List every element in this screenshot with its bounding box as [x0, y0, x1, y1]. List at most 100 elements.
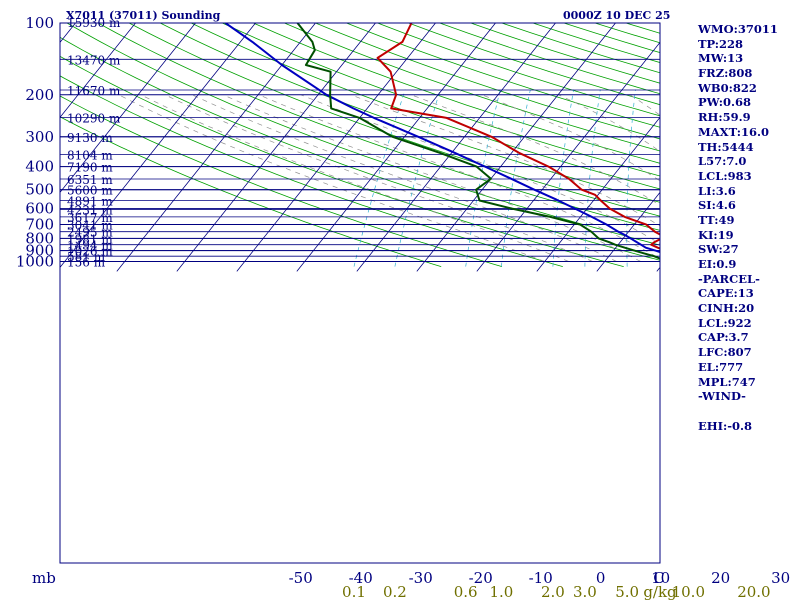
dry-adiabat-line	[60, 95, 503, 267]
index-row	[698, 404, 798, 419]
index-row: EHI:-0.8	[698, 418, 753, 433]
temperature-tick-label: -40	[349, 569, 373, 587]
height-label: 7190 m	[67, 161, 113, 175]
mixing-ratio-line	[353, 89, 406, 267]
height-label: 2495 m	[67, 226, 113, 240]
height-label: 9130 m	[67, 131, 113, 145]
index-row: LCL:983	[698, 168, 752, 183]
mixing-ratio-line	[584, 89, 601, 267]
height-label: 581 m	[67, 250, 106, 264]
height-label: 6351 m	[67, 173, 113, 187]
height-label: 11670 m	[67, 84, 121, 98]
height-label: 15930 m	[67, 16, 121, 30]
index-row: -PARCEL-	[698, 271, 760, 286]
temperature-tick-label: 0	[596, 569, 606, 587]
pressure-tick-label: 400	[25, 158, 54, 176]
temperature-tick-label: -20	[469, 569, 493, 587]
height-label: 10290 m	[67, 111, 121, 125]
dewpoint-trace	[296, 23, 660, 260]
stability-indices-panel: WMO:37011 TP:228 MW:13 FRZ:808 WB0:822 PW:0.6…	[698, 22, 798, 433]
index-row: LI:3.6	[698, 183, 736, 198]
index-row: LFC:807	[698, 345, 752, 360]
isotherm-line	[476, 41, 660, 272]
grid-layer	[0, 12, 689, 272]
pressure-tick-label: 100	[25, 14, 54, 32]
isotherm-line	[296, 23, 497, 272]
isotherm-line	[0, 12, 24, 271]
plot-frame	[59, 22, 661, 564]
dry-adiabat-line	[191, 23, 660, 190]
mixing-ratio-line	[501, 89, 531, 267]
parcel-trace	[224, 23, 660, 254]
index-row: -WIND-	[698, 389, 746, 404]
index-row: SW:27	[698, 242, 739, 257]
moist-adiabat-line	[558, 94, 660, 152]
index-row: KI:19	[698, 227, 734, 242]
mixing-ratio-label: 20.0	[737, 583, 770, 600]
moist-adiabat-line	[300, 94, 660, 244]
pressure-tick-label: 1000	[16, 253, 54, 271]
index-row: PW:0.68	[698, 95, 752, 110]
dry-adiabat-line	[253, 23, 660, 164]
index-row: MPL:747	[698, 374, 756, 389]
temperature-tick-label: -50	[289, 569, 313, 587]
mixing-ratio-label: 5.0	[615, 583, 639, 600]
mixing-ratio-label: 3.0	[573, 583, 597, 600]
temperature-tick-label: 10	[651, 569, 670, 587]
index-row: CAPE:13	[698, 286, 754, 301]
height-label: 5600 m	[67, 184, 113, 198]
moist-adiabat-line	[118, 94, 545, 262]
mixing-ratio-line	[552, 89, 574, 267]
pressure-tick-label: 900	[25, 242, 54, 260]
temperature-trace	[376, 23, 660, 250]
dry-adiabat-line	[128, 23, 660, 217]
mixing-ratio-label: 0.2	[383, 583, 407, 600]
index-row: LCL:922	[698, 315, 752, 330]
isotherm-line	[536, 116, 660, 272]
dry-adiabat-line	[222, 23, 660, 177]
height-label: 3041 m	[67, 219, 113, 233]
isotherm-line	[176, 23, 377, 272]
sounding-station-title: X7011 (37011) Sounding	[66, 9, 221, 22]
index-row: FRZ:808	[698, 66, 753, 81]
index-row: TP:228	[698, 36, 744, 51]
index-row: CAP:3.7	[698, 330, 749, 345]
pressure-tick-label: 600	[25, 200, 54, 218]
moist-adiabat-line	[258, 94, 660, 260]
index-row: SI:4.6	[698, 198, 736, 213]
isotherm-line	[356, 23, 557, 272]
isotherm-line	[416, 23, 617, 272]
mixing-ratio-line	[684, 90, 689, 267]
mixing-ratio-label: 10.0	[672, 583, 705, 600]
temperature-tick-label: -30	[409, 569, 433, 587]
mixing-ratio-line	[465, 89, 501, 267]
dry-adiabat-line	[60, 116, 442, 267]
index-row: WMO:37011	[698, 22, 778, 36]
pressure-tick-label: 700	[25, 216, 54, 234]
temperature-tick-label: -10	[529, 569, 553, 587]
index-row: L57:7.0	[698, 154, 747, 169]
isotherm-line	[116, 23, 317, 272]
height-label: 1981 m	[67, 232, 113, 246]
isotherm-line	[60, 23, 257, 269]
height-label: 3617 m	[67, 211, 113, 225]
mixing-ratio-label: 0.6	[454, 583, 478, 600]
index-row: WB0:822	[698, 80, 757, 95]
height-label: 156 m	[67, 256, 106, 270]
profile-layer	[224, 23, 660, 260]
pressure-tick-label: 200	[25, 86, 54, 104]
index-row: RH:59.9	[698, 110, 751, 125]
index-row: MAXT:16.0	[698, 124, 769, 139]
isotherm-line	[596, 191, 660, 272]
temperature-tick-label: C	[653, 569, 664, 587]
index-row: EI:0.9	[698, 257, 737, 271]
index-row: TH:5444	[698, 139, 754, 154]
dry-adiabat-line	[315, 23, 660, 140]
mixing-ratio-label: 1.0	[489, 583, 513, 600]
pressure-tick-label: 300	[25, 128, 54, 146]
isotherm-line	[60, 23, 197, 194]
mixing-ratio-label: 0.1	[342, 583, 366, 600]
height-label: 1494 m	[67, 239, 113, 253]
sounding-time-title: 0000Z 10 DEC 25	[563, 9, 671, 22]
